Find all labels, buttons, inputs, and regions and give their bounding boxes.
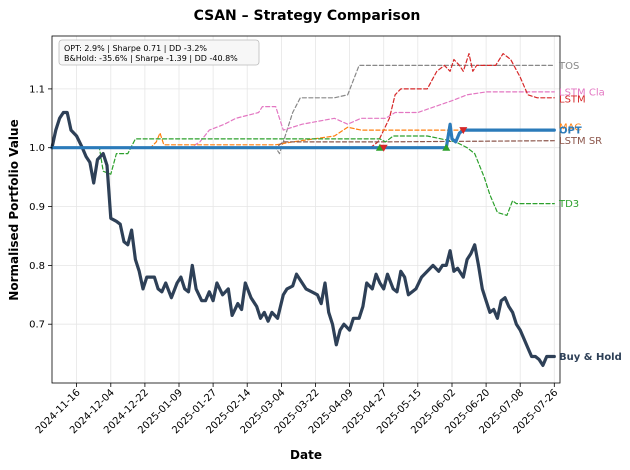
y-tick-label: 0.7	[29, 320, 45, 331]
series-line-lstm	[51, 52, 555, 149]
y-axis-label: Normalised Portfolio Value	[7, 119, 21, 300]
series-line-mac	[51, 126, 555, 149]
annotation-line-bh: B&Hold: -35.6% | Sharpe -1.39 | DD -40.8…	[64, 54, 238, 63]
y-tick-label: 0.9	[29, 202, 45, 213]
end-label: OPT	[559, 126, 582, 137]
end-label: MAC	[559, 123, 581, 134]
end-label: LSTM Cla	[559, 87, 605, 98]
grid	[52, 36, 560, 383]
y-tick-label: 1.1	[29, 84, 45, 95]
series-line-tos	[51, 64, 555, 155]
chart-title: CSAN – Strategy Comparison	[194, 8, 421, 24]
y-tick-label: 1.0	[29, 143, 45, 154]
x-axis-label: Date	[290, 448, 322, 462]
buy-marker	[375, 143, 384, 151]
series-line-buy-hold	[50, 110, 556, 367]
series-line-td3	[51, 135, 555, 216]
stats-annotation: OPT: 2.9% | Sharpe 0.71 | DD -3.2% B&Hol…	[58, 39, 260, 66]
end-label: Buy & Hold	[559, 352, 622, 363]
marker-layer	[375, 127, 468, 152]
annotation-box	[58, 39, 260, 66]
sell-marker	[379, 144, 388, 152]
axis-ticks: 0.70.80.91.01.12024-11-162024-12-042024-…	[29, 84, 560, 436]
end-label: TD3	[558, 199, 579, 210]
buy-marker	[442, 143, 451, 151]
end-label: LSTM	[559, 94, 586, 105]
annotation-line-opt: OPT: 2.9% | Sharpe 0.71 | DD -3.2%	[64, 44, 207, 53]
end-label: LSTM SR	[559, 136, 602, 147]
y-tick-label: 0.8	[29, 261, 45, 272]
end-label: TOS	[558, 61, 579, 72]
sell-marker	[459, 127, 468, 135]
plot-frame	[51, 35, 561, 384]
series-line-lstm-cla	[51, 91, 555, 149]
